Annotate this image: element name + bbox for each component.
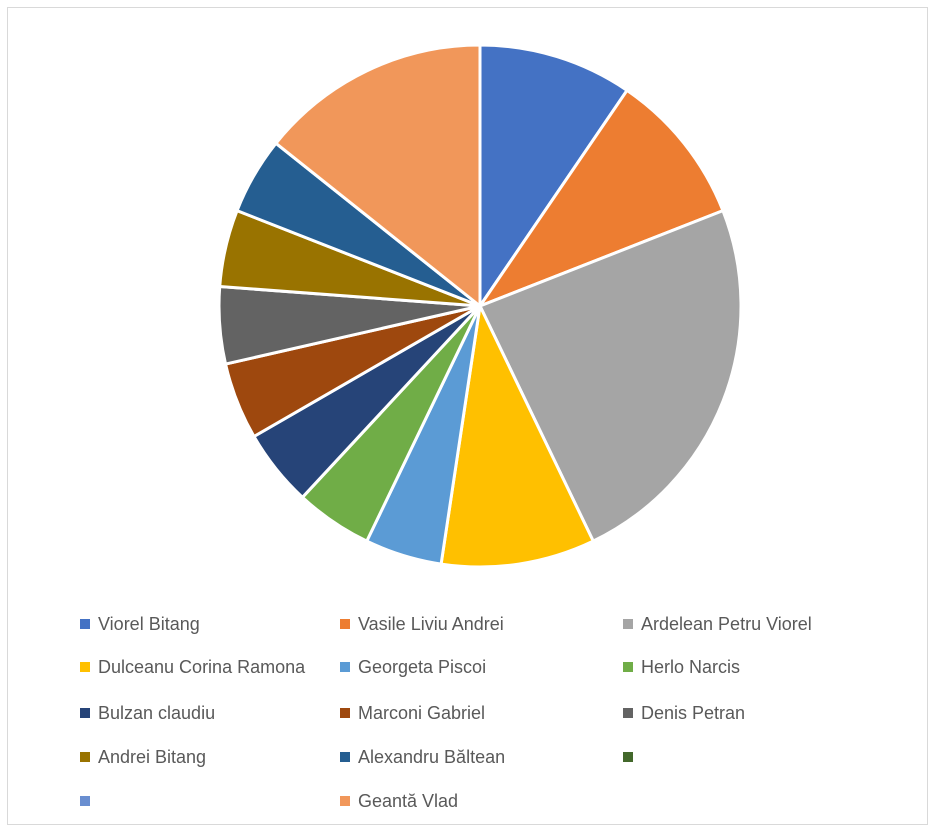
pie-slice-3 (439, 304, 595, 569)
pie-slice-13 (274, 43, 482, 308)
pie-slice-2 (478, 209, 743, 543)
pie-slice-0 (478, 43, 629, 308)
pie-slice-1 (478, 88, 725, 308)
